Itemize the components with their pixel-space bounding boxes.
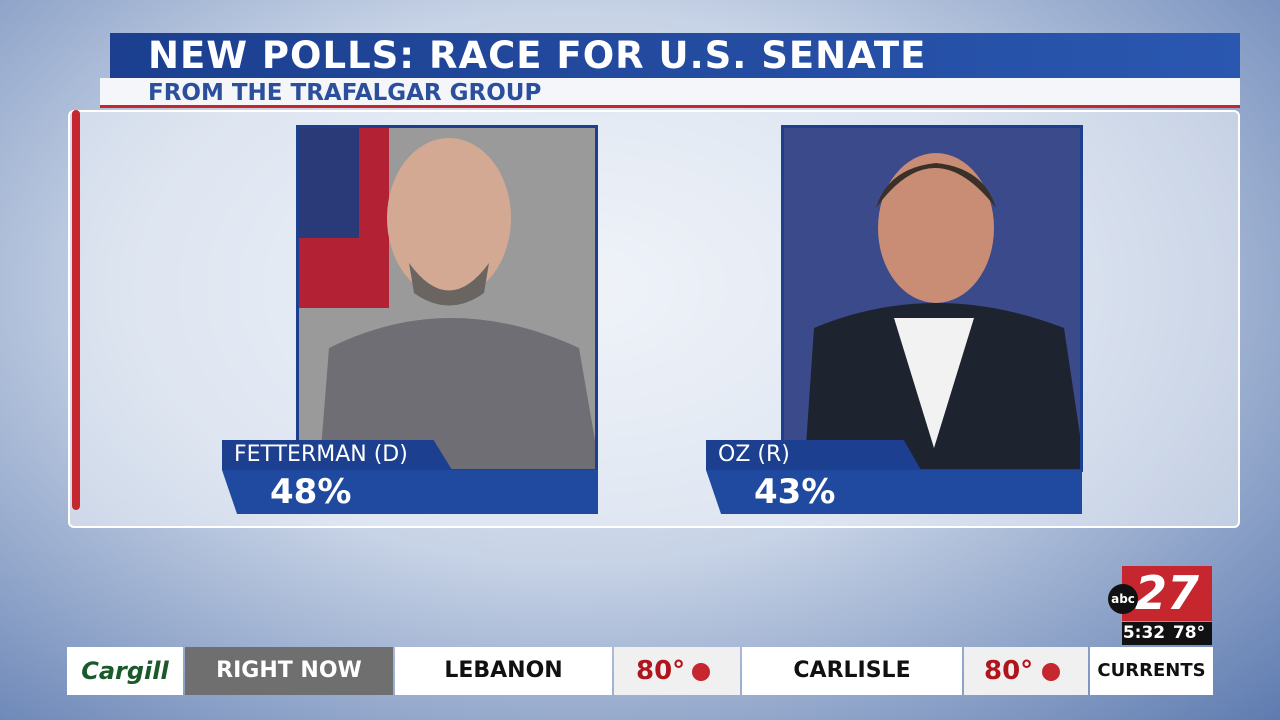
ticker-next: CURRENTS	[1090, 647, 1213, 695]
sponsor: Cargill	[67, 647, 183, 695]
temperature: 78°	[1166, 622, 1212, 645]
candidate-percent: 48%	[222, 470, 598, 514]
city: LEBANON	[395, 647, 612, 695]
sun-icon	[692, 663, 710, 681]
city-temp: 80°	[614, 647, 740, 695]
time: 5:32	[1122, 622, 1166, 645]
candidate-name: FETTERMAN (D)	[222, 440, 452, 470]
subtitle: FROM THE TRAFALGAR GROUP	[100, 78, 1240, 108]
sun-icon	[1042, 663, 1060, 681]
network-logo: abc	[1108, 584, 1138, 614]
photo	[781, 125, 1083, 472]
photo	[296, 125, 598, 472]
city: CARLISLE	[742, 647, 962, 695]
photo-image	[299, 128, 595, 469]
candidate-name: OZ (R)	[706, 440, 921, 470]
ticker-segment: RIGHT NOW	[185, 647, 393, 695]
candidate-percent: 43%	[706, 470, 1082, 514]
photo-image	[784, 128, 1080, 469]
title: NEW POLLS: RACE FOR U.S. SENATE	[110, 33, 1240, 78]
city-temp: 80°	[964, 647, 1088, 695]
stripe	[72, 110, 80, 510]
